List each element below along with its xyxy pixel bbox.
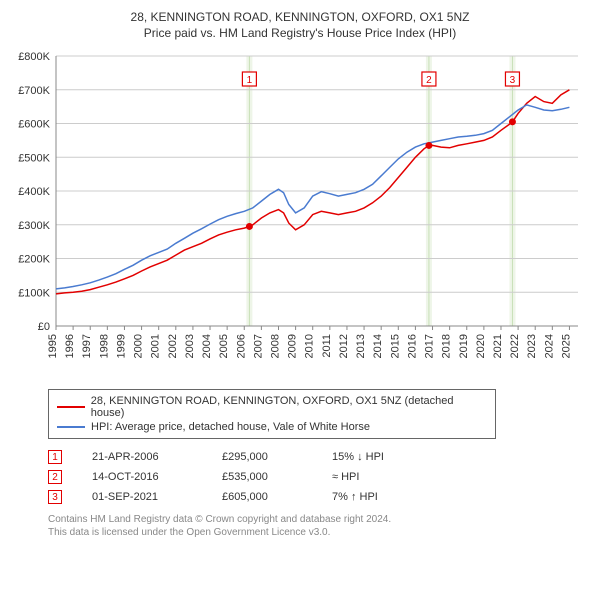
- event-note: ≈ HPI: [332, 471, 432, 483]
- footnote-line: Contains HM Land Registry data © Crown c…: [48, 513, 588, 526]
- x-tick-label: 2023: [526, 334, 538, 358]
- sales-events-table: 1 21-APR-2006 £295,000 15% ↓ HPI 2 14-OC…: [48, 447, 588, 507]
- y-tick-label: £100K: [18, 287, 50, 299]
- x-tick-label: 2018: [441, 334, 453, 358]
- sale-dot: [509, 118, 516, 125]
- y-tick-label: £200K: [18, 254, 50, 266]
- x-tick-label: 2012: [338, 334, 350, 358]
- event-price: £535,000: [222, 471, 302, 483]
- legend: 28, KENNINGTON ROAD, KENNINGTON, OXFORD,…: [48, 389, 496, 439]
- x-tick-label: 2005: [218, 334, 230, 358]
- title-line-1: 28, KENNINGTON ROAD, KENNINGTON, OXFORD,…: [12, 10, 588, 24]
- sale-marker-number: 1: [247, 75, 253, 86]
- event-marker-icon: 3: [48, 490, 62, 504]
- x-tick-label: 2008: [269, 334, 281, 358]
- y-tick-label: £400K: [18, 186, 50, 198]
- x-tick-label: 2013: [355, 334, 367, 358]
- sales-event-row: 3 01-SEP-2021 £605,000 7% ↑ HPI: [48, 487, 588, 507]
- y-tick-label: £600K: [18, 119, 50, 131]
- x-tick-label: 2014: [372, 334, 384, 358]
- y-tick-label: £800K: [18, 51, 50, 63]
- x-tick-label: 2020: [475, 334, 487, 358]
- x-tick-label: 2010: [304, 334, 316, 358]
- event-note: 15% ↓ HPI: [332, 451, 432, 463]
- event-marker-icon: 2: [48, 470, 62, 484]
- x-tick-label: 2019: [458, 334, 470, 358]
- legend-swatch-hpi: [57, 426, 85, 428]
- event-price: £605,000: [222, 491, 302, 503]
- sales-event-row: 2 14-OCT-2016 £535,000 ≈ HPI: [48, 467, 588, 487]
- price-chart: £0 £100K £200K £300K £400K £500K £600K £700K £80…: [12, 46, 588, 381]
- x-tick-label: 2007: [252, 334, 264, 358]
- x-tick-label: 2024: [543, 334, 555, 358]
- event-date: 01-SEP-2021: [92, 491, 192, 503]
- x-tick-label: 2003: [184, 334, 196, 358]
- y-tick-label: £700K: [18, 85, 50, 97]
- legend-swatch-property: [57, 406, 85, 408]
- x-tick-label: 2000: [133, 334, 145, 358]
- x-tick-label: 1995: [47, 334, 59, 358]
- legend-label-hpi: HPI: Average price, detached house, Vale…: [91, 421, 370, 433]
- sale-dot: [246, 223, 253, 230]
- y-tick-label: £500K: [18, 152, 50, 164]
- sales-event-row: 1 21-APR-2006 £295,000 15% ↓ HPI: [48, 447, 588, 467]
- x-tick-label: 2016: [406, 334, 418, 358]
- y-tick-label: £300K: [18, 220, 50, 232]
- x-tick-label: 1997: [81, 334, 93, 358]
- x-tick-label: 2021: [492, 334, 504, 358]
- event-date: 14-OCT-2016: [92, 471, 192, 483]
- legend-item-property: 28, KENNINGTON ROAD, KENNINGTON, OXFORD,…: [57, 394, 487, 420]
- sale-marker-number: 3: [510, 75, 516, 86]
- x-tick-label: 1999: [115, 334, 127, 358]
- x-tick-label: 1996: [64, 334, 76, 358]
- x-tick-label: 2022: [509, 334, 521, 358]
- x-tick-label: 2025: [560, 334, 572, 358]
- title-line-2: Price paid vs. HM Land Registry's House …: [12, 26, 588, 40]
- x-tick-label: 2006: [235, 334, 247, 358]
- x-tick-label: 2004: [201, 334, 213, 358]
- event-date: 21-APR-2006: [92, 451, 192, 463]
- x-tick-label: 2009: [287, 334, 299, 358]
- legend-label-property: 28, KENNINGTON ROAD, KENNINGTON, OXFORD,…: [91, 395, 487, 419]
- legend-item-hpi: HPI: Average price, detached house, Vale…: [57, 420, 487, 434]
- event-marker-icon: 1: [48, 450, 62, 464]
- event-price: £295,000: [222, 451, 302, 463]
- x-tick-label: 2017: [424, 334, 436, 358]
- x-tick-label: 2015: [389, 334, 401, 358]
- y-tick-label: £0: [38, 321, 50, 333]
- sale-marker-number: 2: [426, 75, 432, 86]
- x-tick-label: 2002: [167, 334, 179, 358]
- sale-dot: [425, 142, 432, 149]
- x-tick-label: 2001: [150, 334, 162, 358]
- event-note: 7% ↑ HPI: [332, 491, 432, 503]
- copyright-footnote: Contains HM Land Registry data © Crown c…: [48, 513, 588, 539]
- footnote-line: This data is licensed under the Open Gov…: [48, 526, 588, 539]
- x-tick-label: 1998: [98, 334, 110, 358]
- x-tick-label: 2011: [321, 334, 333, 358]
